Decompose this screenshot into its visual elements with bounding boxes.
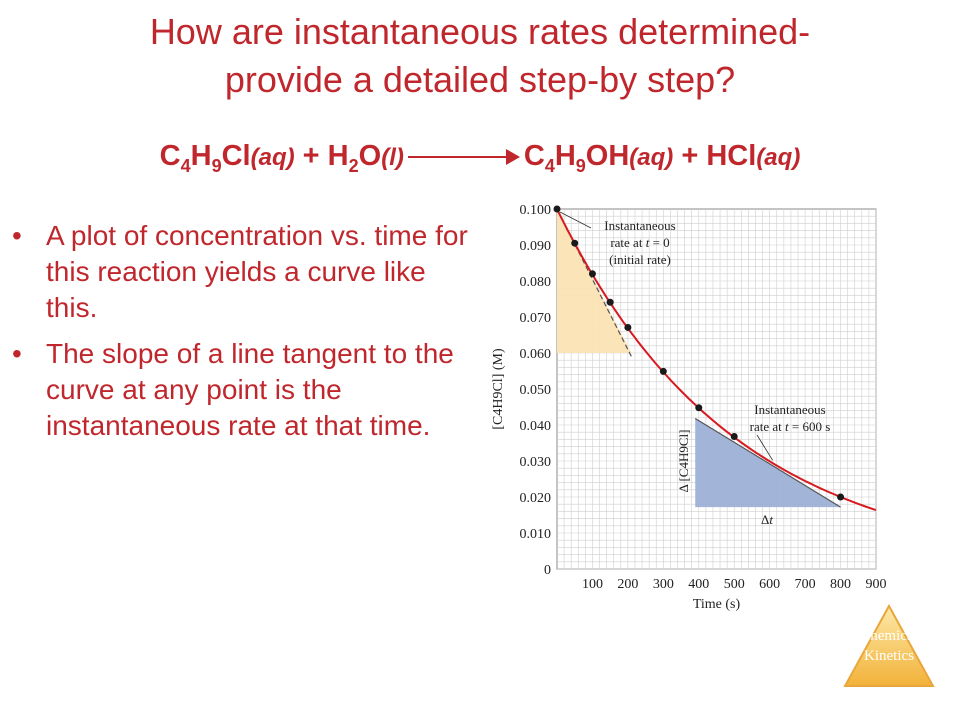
y-tick-label: 0.040 bbox=[520, 419, 552, 434]
reaction-equation: C4H9Cl(aq) + H2O(l) C4H9OH(aq) + HCl(aq) bbox=[0, 140, 960, 177]
bullet-item-2: • The slope of a line tangent to the curv… bbox=[8, 336, 478, 444]
y-tick-label: 0.060 bbox=[520, 347, 552, 362]
x-tick-label: 400 bbox=[688, 577, 709, 592]
product-1: C4H9OH(aq) bbox=[523, 140, 674, 176]
initial-rate-triangle bbox=[557, 209, 632, 353]
y-tick-label: 0.100 bbox=[520, 203, 552, 218]
y-tick-label: 0 bbox=[544, 563, 551, 578]
badge-label: Chemical Kinetics bbox=[843, 626, 935, 666]
y-tick-label: 0.050 bbox=[520, 383, 552, 398]
y-axis-label: [C4H9Cl] (M) bbox=[491, 348, 506, 430]
data-point bbox=[571, 239, 579, 247]
annotation-600s-line-2: rate at t = 600 s bbox=[750, 419, 831, 434]
bullet-marker: • bbox=[12, 338, 22, 369]
chemical-kinetics-badge bbox=[843, 604, 935, 687]
data-point bbox=[606, 298, 614, 306]
annotation-initial-line-3: (initial rate) bbox=[609, 252, 671, 267]
y-tick-label: 0.080 bbox=[520, 275, 552, 290]
x-tick-label: 200 bbox=[617, 577, 638, 592]
y-tick-label: 0.020 bbox=[520, 491, 552, 506]
data-point bbox=[730, 433, 738, 441]
x-tick-label: 600 bbox=[759, 577, 780, 592]
x-tick-label: 500 bbox=[724, 577, 745, 592]
bullet-text-1: A plot of concentration vs. time for thi… bbox=[46, 220, 468, 323]
bullet-list: • A plot of concentration vs. time for th… bbox=[8, 218, 478, 454]
x-tick-label: 300 bbox=[653, 577, 674, 592]
x-axis-label: Time (s) bbox=[693, 597, 741, 612]
data-point bbox=[695, 404, 703, 412]
x-tick-label: 100 bbox=[582, 577, 603, 592]
data-point bbox=[624, 323, 632, 331]
plus-sign-1: + bbox=[294, 140, 328, 172]
data-point bbox=[553, 205, 561, 213]
x-tick-label: 800 bbox=[830, 577, 851, 592]
product-2: HCl(aq) bbox=[706, 140, 801, 172]
bullet-marker: • bbox=[12, 220, 22, 251]
y-tick-label: 0.090 bbox=[520, 239, 552, 254]
reactant-2: H2O(l) bbox=[327, 140, 404, 176]
data-point bbox=[588, 270, 596, 278]
y-tick-label: 0.010 bbox=[520, 527, 552, 542]
annotation-600s-pointer bbox=[756, 434, 774, 461]
y-tick-label: 0.030 bbox=[520, 455, 552, 470]
y-tick-label: 0.070 bbox=[520, 311, 552, 326]
x-tick-label: 900 bbox=[866, 577, 887, 592]
annotation-initial-line-2: rate at t = 0 bbox=[610, 235, 669, 250]
title-line-1: How are instantaneous rates determined- bbox=[149, 11, 811, 52]
title-line-2: provide a detailed step-by step? bbox=[224, 59, 736, 100]
reaction-arrow bbox=[407, 147, 520, 167]
annotation-delta-t: Δt bbox=[761, 512, 773, 527]
tangent-line-600s bbox=[694, 418, 841, 508]
slide-title: How are instantaneous rates determined- … bbox=[20, 8, 940, 104]
concentration-time-chart: 0 0.010 0.020 0.030 0.040 0.050 0.060 0.070 0.08… bbox=[491, 203, 887, 612]
badge-line-1: Chemical bbox=[860, 628, 918, 644]
reactant-1: C4H9Cl(aq) bbox=[159, 140, 295, 176]
annotation-600s-line-1: Instantaneous bbox=[754, 402, 825, 417]
bullet-text-2: The slope of a line tangent to the curve… bbox=[46, 338, 454, 441]
annotation-delta-concentration: Δ [C4H9Cl] bbox=[676, 430, 691, 493]
x-tick-label: 700 bbox=[795, 577, 816, 592]
annotation-initial-line-1: Instantaneous bbox=[604, 218, 675, 233]
bullet-item-1: • A plot of concentration vs. time for th… bbox=[8, 218, 478, 326]
badge-line-2: Kinetics bbox=[864, 648, 914, 664]
data-point bbox=[659, 367, 667, 375]
annotation-initial-pointer bbox=[559, 211, 592, 229]
plus-sign-2: + bbox=[673, 140, 707, 172]
data-point bbox=[837, 493, 845, 501]
